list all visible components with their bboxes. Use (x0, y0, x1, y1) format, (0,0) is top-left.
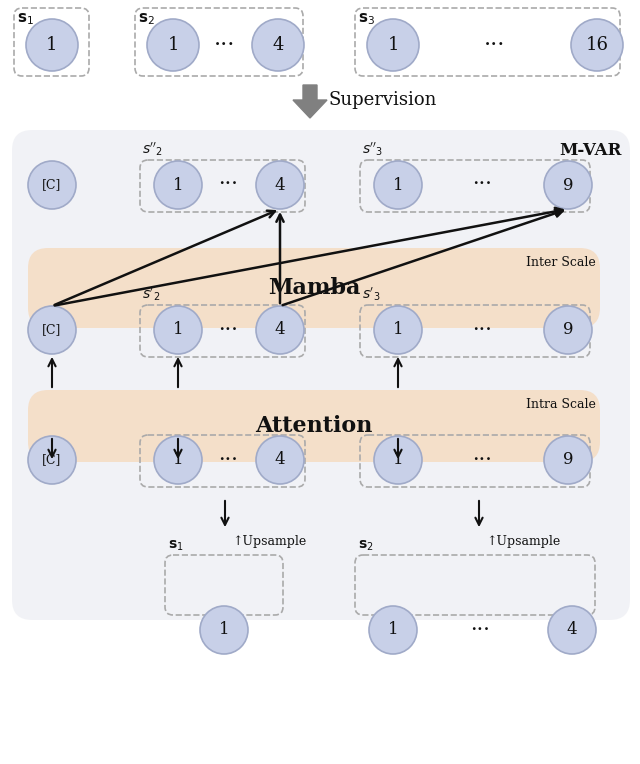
Circle shape (200, 606, 248, 654)
Text: ···: ··· (472, 321, 492, 339)
FancyBboxPatch shape (12, 130, 630, 620)
Circle shape (256, 306, 304, 354)
Text: $\mathbf{s}_2$: $\mathbf{s}_2$ (358, 539, 374, 553)
Text: 1: 1 (167, 36, 179, 54)
Circle shape (147, 19, 199, 71)
Circle shape (374, 306, 422, 354)
Text: 4: 4 (275, 452, 285, 468)
Text: 4: 4 (275, 322, 285, 338)
Circle shape (374, 161, 422, 209)
Text: ···: ··· (214, 34, 236, 56)
Circle shape (26, 19, 78, 71)
Text: 9: 9 (563, 452, 573, 468)
Circle shape (252, 19, 304, 71)
Text: ↑Upsample: ↑Upsample (232, 535, 307, 548)
Circle shape (544, 161, 592, 209)
Text: 9: 9 (563, 322, 573, 338)
Circle shape (154, 306, 202, 354)
Circle shape (154, 436, 202, 484)
Text: $\mathbf{s}_{1}$: $\mathbf{s}_{1}$ (17, 11, 34, 27)
Text: $\mathbf{s}_{2}$: $\mathbf{s}_{2}$ (138, 11, 155, 27)
Text: 16: 16 (586, 36, 609, 54)
Circle shape (374, 436, 422, 484)
Text: 1: 1 (388, 621, 398, 639)
Text: 4: 4 (272, 36, 284, 54)
Circle shape (367, 19, 419, 71)
Circle shape (548, 606, 596, 654)
Text: $\mathbf{s}_{3}$: $\mathbf{s}_{3}$ (358, 11, 375, 27)
Circle shape (154, 161, 202, 209)
Text: 4: 4 (275, 176, 285, 193)
Text: 1: 1 (173, 452, 183, 468)
Text: ···: ··· (484, 34, 506, 56)
Text: ···: ··· (218, 321, 238, 339)
Text: ···: ··· (218, 451, 238, 470)
Text: 1: 1 (393, 176, 403, 193)
Text: [C]: [C] (42, 454, 61, 467)
Circle shape (571, 19, 623, 71)
Text: 1: 1 (387, 36, 399, 54)
Text: Supervision: Supervision (328, 91, 436, 109)
Text: Inter Scale: Inter Scale (526, 256, 596, 269)
Circle shape (28, 306, 76, 354)
Text: $s'_{3}$: $s'_{3}$ (362, 286, 380, 303)
FancyBboxPatch shape (28, 248, 600, 328)
Text: ···: ··· (470, 620, 490, 639)
Circle shape (544, 436, 592, 484)
Text: [C]: [C] (42, 323, 61, 336)
FancyBboxPatch shape (28, 390, 600, 462)
Text: 1: 1 (46, 36, 58, 54)
Text: Mamba: Mamba (268, 277, 360, 299)
Circle shape (369, 606, 417, 654)
Text: ···: ··· (472, 176, 492, 195)
Circle shape (28, 161, 76, 209)
Text: 1: 1 (219, 621, 229, 639)
Circle shape (544, 306, 592, 354)
Text: ···: ··· (472, 451, 492, 470)
Text: $s''_{2}$: $s''_{2}$ (142, 141, 163, 158)
Text: 9: 9 (563, 176, 573, 193)
Circle shape (256, 436, 304, 484)
Text: $s'_{2}$: $s'_{2}$ (142, 286, 160, 303)
Text: 1: 1 (173, 176, 183, 193)
Text: $\mathbf{s}_1$: $\mathbf{s}_1$ (168, 539, 184, 553)
Text: 4: 4 (566, 621, 577, 639)
Text: $s''_{3}$: $s''_{3}$ (362, 141, 383, 158)
Text: M-VAR: M-VAR (559, 142, 622, 159)
Circle shape (256, 161, 304, 209)
Text: ···: ··· (218, 176, 238, 195)
Text: Attention: Attention (255, 415, 372, 437)
Text: 1: 1 (393, 322, 403, 338)
Text: 1: 1 (393, 452, 403, 468)
Text: 1: 1 (173, 322, 183, 338)
Text: ↑Upsample: ↑Upsample (486, 535, 560, 548)
Polygon shape (293, 85, 327, 118)
Text: [C]: [C] (42, 179, 61, 192)
Circle shape (28, 436, 76, 484)
Text: Intra Scale: Intra Scale (526, 398, 596, 411)
